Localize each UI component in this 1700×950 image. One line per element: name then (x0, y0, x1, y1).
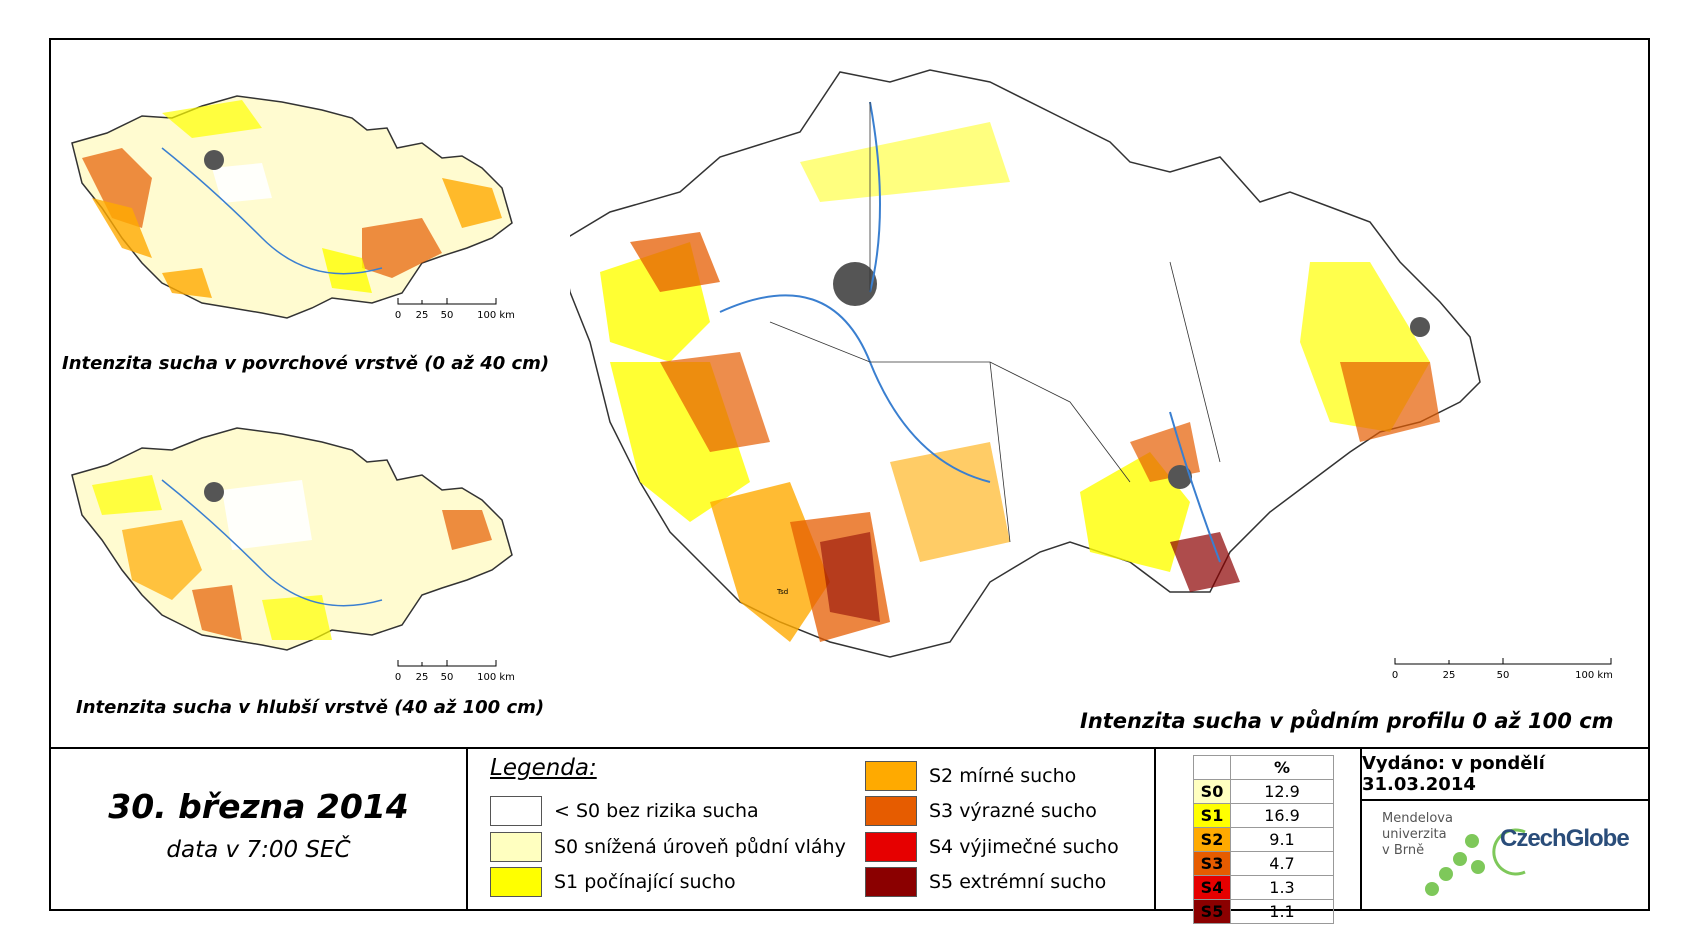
legend-title: Legenda: (490, 755, 597, 781)
legend-swatch (865, 761, 917, 791)
table-row: S5 1.1 (1193, 899, 1334, 924)
info-panel: 30. března 2014 data v 7:00 SEČ Legenda:… (49, 747, 1650, 924)
table-row: S4 1.3 (1193, 875, 1334, 900)
table-row: S0 12.9 (1193, 779, 1334, 804)
legend-item: S5 extrémní sucho (865, 867, 1106, 897)
city-label: Tsd (776, 588, 788, 596)
scale-tick: 0 (394, 672, 402, 683)
deep-scale-bar: 0 25 50 100 km (394, 658, 515, 688)
scale-tick: 100 km (1575, 670, 1613, 681)
scale-tick: 50 (440, 672, 454, 683)
scale-tick: 25 (415, 310, 429, 321)
deep-map-title: Intenzita sucha v hlubší vrstvě (40 až 1… (76, 697, 545, 718)
legend-item: S3 výrazné sucho (865, 796, 1097, 826)
profile-map-graphic: Tsd (559, 69, 1481, 658)
issued-cell: Vydáno: v pondělí 31.03.2014 Mendelova u… (1362, 749, 1648, 909)
profile-scale-bar: 0 25 50 100 km (1391, 656, 1613, 686)
scale-tick: 50 (440, 310, 454, 321)
scale-tick: 0 (394, 310, 402, 321)
czechglobe-arc-icon (1492, 828, 1526, 876)
scale-tick: 50 (1496, 670, 1510, 681)
legend-swatch (865, 832, 917, 862)
surface-map-graphic (71, 95, 513, 319)
legend-swatch (490, 796, 542, 826)
scale-tick: 25 (415, 672, 429, 683)
percent-header: % (1230, 755, 1334, 780)
legend-item: S2 mírné sucho (865, 761, 1076, 791)
deep-map-graphic (71, 427, 513, 651)
date-main: 30. března 2014 (108, 787, 409, 826)
surface-map-title: Intenzita sucha v povrchové vrstvě (0 až… (62, 353, 550, 374)
percent-cell: % S0 12.9 S1 16.9 S2 9.1 S3 4.7 S4 1.3 S5 1.1 (1156, 749, 1362, 924)
percent-table: % S0 12.9 S1 16.9 S2 9.1 S3 4.7 S4 1.3 S5 1.1 (1193, 755, 1334, 924)
legend-swatch (490, 832, 542, 862)
legend-cell: Legenda: < S0 bez rizika sucha S0 snížen… (468, 749, 1156, 909)
legend-swatch (865, 796, 917, 826)
legend-item: < S0 bez rizika sucha (490, 796, 759, 826)
scale-tick: 100 km (477, 672, 515, 683)
legend-item: S1 počínající sucho (490, 867, 736, 897)
table-row: S2 9.1 (1193, 827, 1334, 852)
mendel-logo: Mendelova univerzita v Brně (1382, 811, 1453, 858)
table-row: S3 4.7 (1193, 851, 1334, 876)
mendel-dots-icon (1425, 834, 1485, 896)
date-sub: data v 7:00 SEČ (166, 837, 351, 863)
legend-item: S4 výjimečné sucho (865, 832, 1119, 862)
scale-tick: 0 (1391, 670, 1399, 681)
issued-date: Vydáno: v pondělí 31.03.2014 (1362, 749, 1648, 801)
legend-swatch (490, 867, 542, 897)
czechglobe-logo: CzechGlobe (1500, 825, 1630, 852)
surface-scale-bar: 0 25 50 100 km (394, 296, 515, 326)
scale-tick: 25 (1442, 670, 1456, 681)
scale-tick: 100 km (477, 310, 515, 321)
profile-drought-map: Tsd (559, 62, 1650, 662)
date-cell: 30. března 2014 data v 7:00 SEČ (51, 749, 468, 909)
deep-drought-map (62, 400, 552, 660)
legend-swatch (865, 867, 917, 897)
profile-map-title: Intenzita sucha v půdním profilu 0 až 10… (1080, 709, 1614, 733)
table-row: S1 16.9 (1193, 803, 1334, 828)
surface-drought-map (62, 88, 552, 328)
legend-item: S0 snížená úroveň půdní vláhy (490, 832, 846, 862)
